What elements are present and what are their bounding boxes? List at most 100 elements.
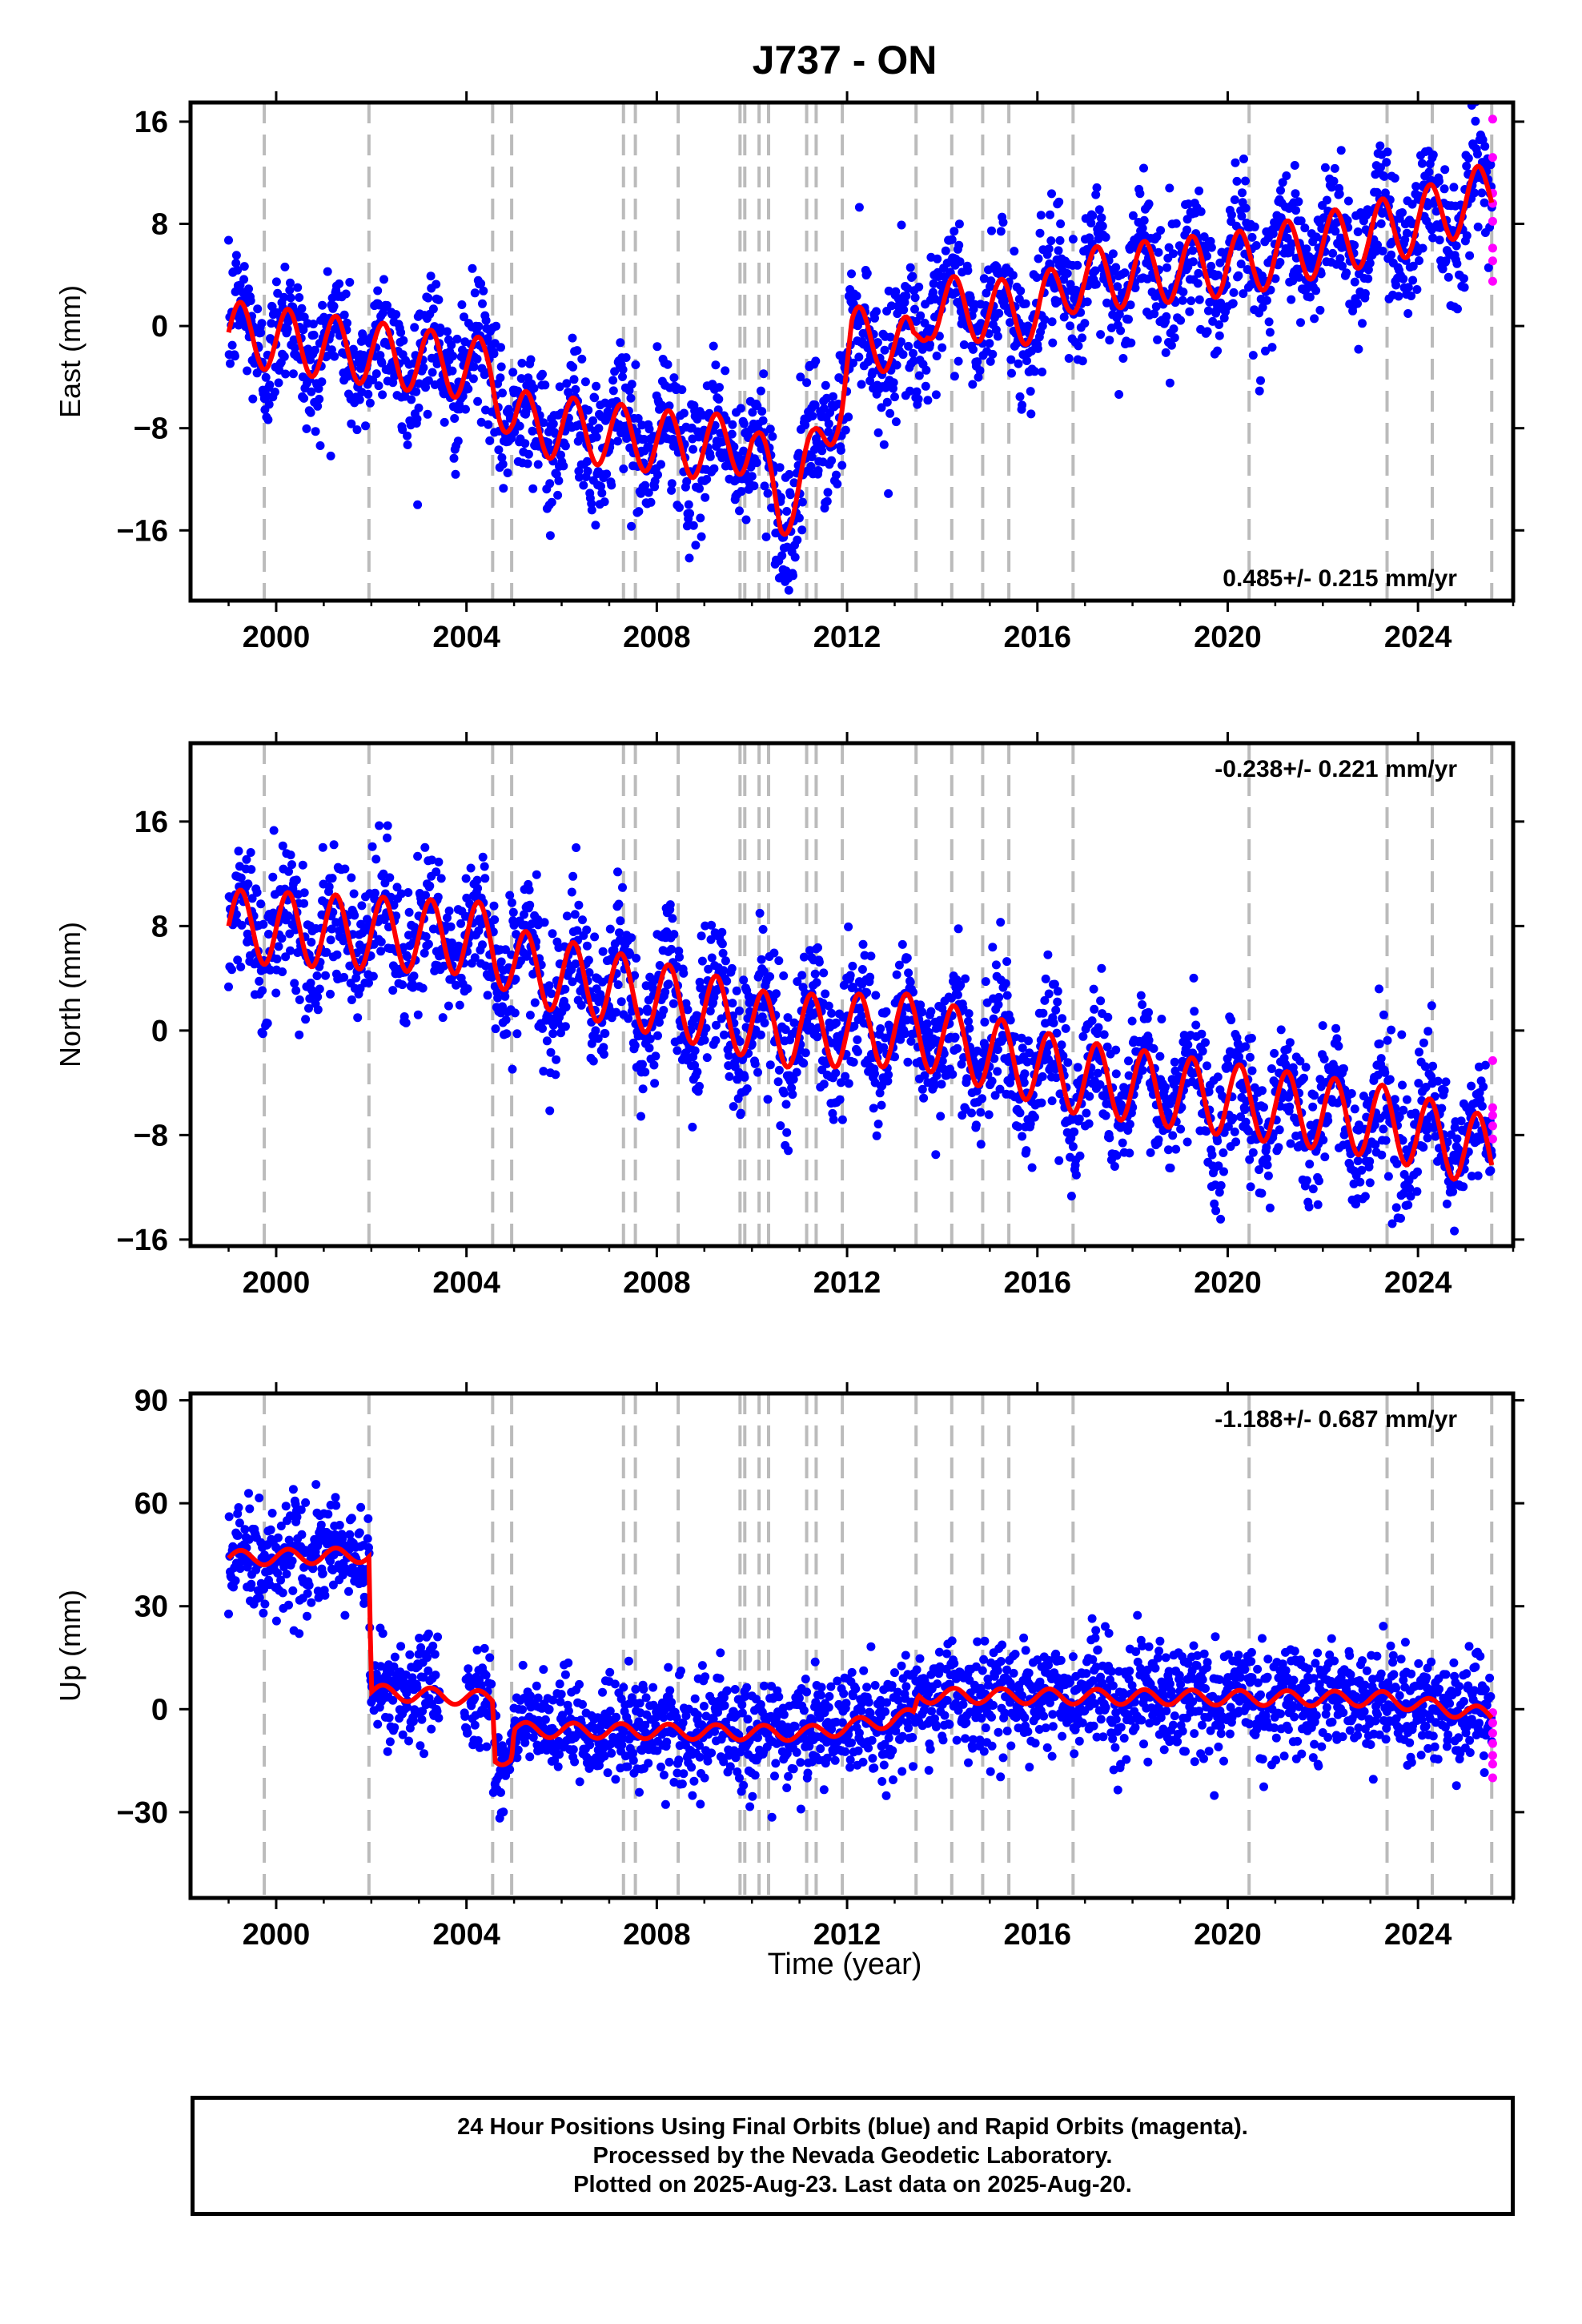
data-point: [631, 360, 640, 369]
data-point: [538, 1023, 547, 1033]
data-point: [1149, 1043, 1158, 1053]
data-point: [326, 989, 335, 999]
data-point: [1291, 189, 1300, 199]
data-point: [1328, 248, 1338, 258]
data-point: [1021, 299, 1030, 308]
data-point: [695, 1081, 704, 1091]
data-point: [1428, 150, 1438, 159]
data-point: [951, 287, 961, 297]
data-point: [1033, 344, 1042, 353]
data-point: [793, 977, 802, 987]
data-point: [1360, 1192, 1370, 1201]
data-point: [756, 1030, 765, 1039]
data-point: [916, 1000, 926, 1010]
data-point: [719, 1030, 729, 1039]
data-point: [451, 469, 460, 479]
data-point: [1087, 1016, 1097, 1026]
data-point: [343, 318, 351, 328]
data-point: [1002, 991, 1012, 1000]
data-point: [1342, 268, 1351, 278]
data-point: [763, 1095, 773, 1104]
data-point: [230, 352, 239, 361]
data-point: [618, 372, 627, 381]
data-point: [1407, 199, 1417, 209]
data-point: [432, 867, 441, 877]
data-point: [650, 1079, 660, 1088]
data-point: [941, 246, 950, 255]
data-point: [1024, 1036, 1033, 1046]
data-point: [870, 1069, 879, 1079]
data-point: [712, 1020, 721, 1030]
data-point: [621, 353, 631, 362]
data-point: [813, 466, 823, 475]
data-point: [347, 873, 356, 883]
data-point: [468, 374, 478, 384]
data-point: [568, 871, 578, 881]
data-point: [932, 1071, 942, 1080]
rapid-orbit-point: [1488, 216, 1497, 226]
data-point: [667, 485, 677, 495]
data-point: [1452, 241, 1461, 251]
data-point: [1263, 1160, 1272, 1170]
data-point: [663, 360, 673, 369]
data-point: [633, 414, 643, 423]
data-point: [404, 907, 414, 917]
data-point: [304, 1003, 313, 1013]
data-point: [707, 953, 717, 963]
data-point: [1201, 1038, 1210, 1047]
data-point: [1262, 296, 1271, 305]
data-point: [865, 972, 875, 982]
data-point: [550, 428, 560, 438]
data-point: [669, 434, 678, 444]
data-point: [1166, 1164, 1175, 1172]
data-point: [675, 952, 684, 962]
data-point: [812, 978, 821, 987]
data-point: [1417, 159, 1427, 168]
data-point: [639, 435, 648, 444]
data-point: [968, 380, 978, 389]
data-point: [1204, 1087, 1214, 1096]
data-point: [1170, 1057, 1179, 1067]
y-tick-label: −16: [117, 514, 168, 548]
data-point: [995, 1084, 1005, 1094]
data-point: [582, 925, 592, 935]
data-point: [291, 875, 301, 885]
data-point: [582, 456, 592, 466]
data-point: [420, 842, 430, 852]
data-point: [947, 235, 957, 244]
y-tick-label: 0: [151, 310, 168, 344]
data-point: [737, 487, 746, 497]
data-point: [1125, 1148, 1134, 1158]
data-point: [1203, 1061, 1211, 1071]
data-point: [231, 259, 241, 268]
data-point: [1176, 1124, 1186, 1134]
data-point: [706, 935, 716, 944]
data-point: [1094, 205, 1104, 215]
data-point: [224, 235, 233, 245]
data-point: [954, 924, 963, 934]
data-point: [270, 388, 279, 396]
data-point: [524, 885, 534, 895]
data-point: [1198, 1047, 1207, 1056]
data-point: [1353, 227, 1363, 236]
data-point: [1399, 274, 1408, 283]
data-point: [669, 930, 679, 939]
data-point: [383, 833, 391, 842]
data-point: [994, 992, 1004, 1002]
data-point: [444, 1001, 453, 1011]
data-point: [819, 968, 829, 978]
data-point: [1433, 1076, 1443, 1086]
data-point: [1480, 198, 1489, 207]
data-point: [1287, 295, 1296, 304]
data-point: [774, 956, 784, 966]
data-point: [1237, 211, 1247, 221]
data-point: [1286, 1139, 1295, 1148]
data-point: [975, 366, 985, 376]
data-point: [948, 1070, 958, 1079]
data-point: [769, 948, 779, 958]
data-point: [448, 352, 458, 361]
data-point: [363, 389, 373, 399]
data-point: [1102, 298, 1111, 308]
data-point: [493, 993, 503, 1003]
data-point: [1207, 261, 1216, 271]
